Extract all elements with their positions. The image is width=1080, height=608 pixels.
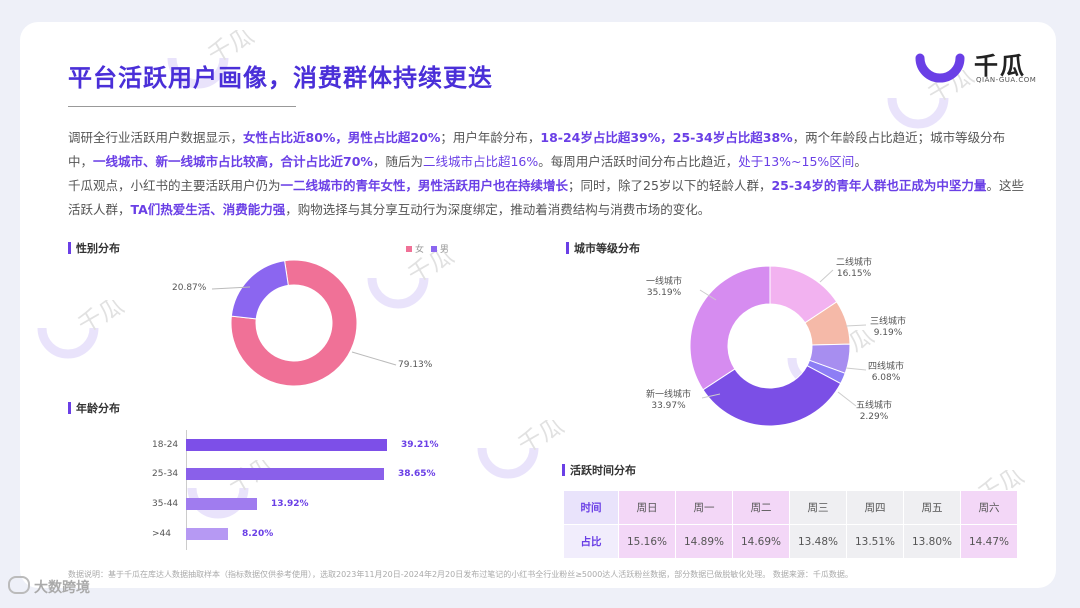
table-cell: 13.48% bbox=[789, 524, 847, 559]
leader-line bbox=[211, 286, 251, 290]
table-cell: 14.89% bbox=[675, 524, 733, 559]
city-section-title: 城市等级分布 bbox=[566, 240, 640, 256]
age-bar bbox=[186, 468, 384, 480]
page-title: 平台活跃用户画像，消费群体持续更迭 bbox=[68, 64, 493, 92]
leader-line bbox=[845, 367, 867, 371]
brand-icon bbox=[8, 576, 30, 594]
leader-line bbox=[699, 289, 717, 301]
table-header-cell: 周六 bbox=[960, 490, 1018, 525]
logo-name: 千瓜 bbox=[974, 52, 1026, 80]
viewpoint-paragraph: 千瓜观点，小红书的主要活跃用户仍为一二线城市的青年女性，男性活跃用户也在持续增长… bbox=[68, 178, 1024, 217]
table-header-cell: 周五 bbox=[903, 490, 961, 525]
legend-label-female: 女 bbox=[415, 245, 425, 255]
age-section-title: 年龄分布 bbox=[68, 400, 120, 416]
brand-logo: 千瓜 QIAN-GUA.COM bbox=[914, 46, 1044, 90]
legend-label-male: 男 bbox=[439, 245, 449, 255]
age-bar bbox=[186, 498, 257, 510]
table-row-label: 占比 bbox=[563, 524, 619, 559]
table-header-cell: 周日 bbox=[618, 490, 676, 525]
summary-paragraph: 调研全行业活跃用户数据显示，女性占比近80%，男性占比超20%；用户年龄分布，1… bbox=[68, 130, 1006, 169]
time-section-title: 活跃时间分布 bbox=[562, 462, 636, 478]
gender-slice bbox=[230, 260, 289, 320]
age-category-label: 25-34 bbox=[152, 469, 179, 479]
gender-male-label: 20.87% bbox=[172, 283, 207, 293]
age-value-label: 13.92% bbox=[271, 499, 309, 509]
qiangua-logo-icon bbox=[915, 53, 965, 83]
table-header-cell: 周二 bbox=[732, 490, 790, 525]
legend-swatch-male bbox=[430, 246, 437, 252]
leader-line bbox=[837, 391, 857, 407]
brand-badge: 大数跨境 bbox=[8, 576, 90, 597]
table-header-cell: 周一 bbox=[675, 490, 733, 525]
city-label-tier3: 三线城市 9.19% bbox=[870, 317, 907, 338]
gender-slice bbox=[230, 259, 358, 387]
gender-legend: 女 男 bbox=[402, 242, 449, 255]
table-cell: 13.80% bbox=[903, 524, 961, 559]
age-value-label: 8.20% bbox=[242, 529, 274, 539]
table-cell: 15.16% bbox=[618, 524, 676, 559]
title-divider bbox=[68, 106, 296, 107]
gender-section-title: 性别分布 bbox=[68, 240, 120, 256]
city-slice bbox=[702, 365, 842, 427]
age-value-label: 38.65% bbox=[398, 469, 436, 479]
city-label-tier1: 一线城市 35.19% bbox=[646, 277, 683, 298]
city-label-tier4: 四线城市 6.08% bbox=[868, 362, 905, 383]
leader-line bbox=[351, 351, 397, 366]
age-axis-line bbox=[186, 430, 187, 550]
age-bar bbox=[186, 528, 228, 540]
table-header-cell: 周四 bbox=[846, 490, 904, 525]
legend-swatch-female bbox=[406, 246, 412, 252]
table-header-cell: 时间 bbox=[563, 490, 619, 525]
table-cell: 14.69% bbox=[732, 524, 790, 559]
gender-female-label: 79.13% bbox=[398, 360, 433, 370]
table-row: 占比 15.16% 14.89% 14.69% 13.48% 13.51% 13… bbox=[563, 524, 1018, 559]
city-label-tier2: 二线城市 16.15% bbox=[836, 258, 873, 279]
logo-domain: QIAN-GUA.COM bbox=[976, 76, 1037, 84]
age-category-label: >44 bbox=[152, 529, 171, 539]
table-cell: 13.51% bbox=[846, 524, 904, 559]
table-cell: 14.47% bbox=[960, 524, 1018, 559]
leader-line bbox=[819, 269, 834, 283]
city-label-tier5: 五线城市 2.29% bbox=[856, 401, 893, 422]
age-bar bbox=[186, 439, 387, 451]
city-slice bbox=[689, 265, 771, 391]
leader-line bbox=[845, 324, 867, 327]
age-category-label: 18-24 bbox=[152, 440, 179, 450]
leader-line bbox=[701, 393, 721, 399]
age-category-label: 35-44 bbox=[152, 499, 179, 509]
age-value-label: 39.21% bbox=[401, 440, 439, 450]
table-header-row: 时间 周日 周一 周二 周三 周四 周五 周六 bbox=[563, 490, 1018, 525]
table-header-cell: 周三 bbox=[789, 490, 847, 525]
active-time-table: 时间 周日 周一 周二 周三 周四 周五 周六 占比 15.16% 14.89%… bbox=[563, 490, 1018, 559]
footnote: 数据说明：基于千瓜在库达人数据抽取样本（指标数据仅供参考使用），选取2023年1… bbox=[68, 570, 853, 579]
city-label-new-tier1: 新一线城市 33.97% bbox=[646, 390, 692, 411]
